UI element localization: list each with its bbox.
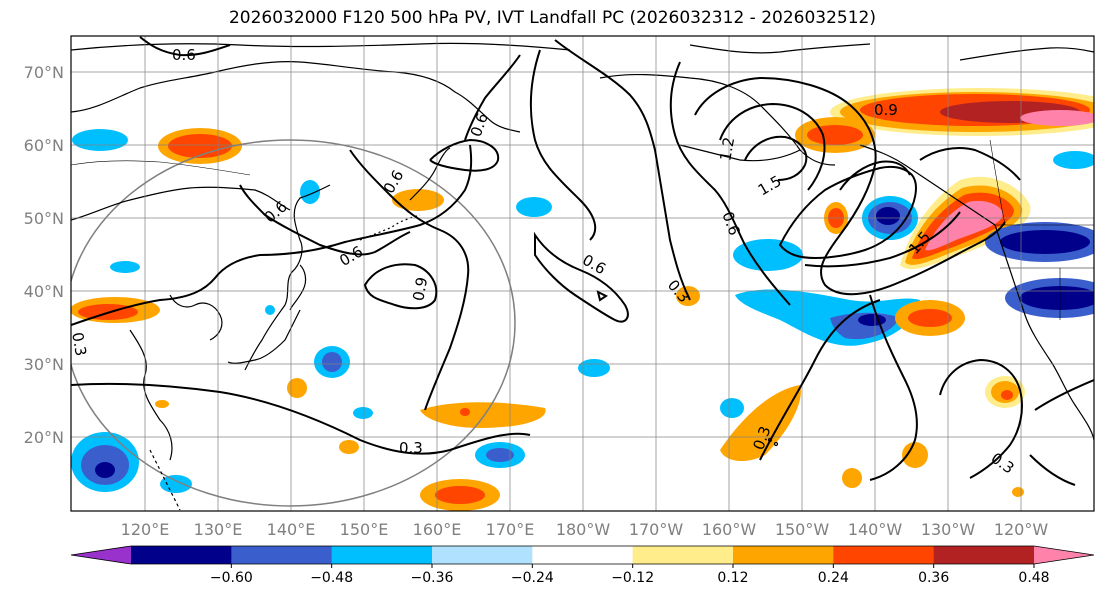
lat-label: 50°N (24, 209, 64, 228)
lon-label: 150°W (775, 520, 830, 539)
lon-label: 140°E (267, 520, 316, 539)
colorbar-tick-label: −0.36 (411, 570, 454, 586)
pv-contours (71, 36, 1094, 486)
lon-label: 160°W (702, 520, 757, 539)
colorbar-tick-label: −0.60 (210, 570, 253, 586)
lon-label: 120°E (121, 520, 170, 539)
lat-label: 40°N (24, 282, 64, 301)
lat-label: 30°N (24, 355, 64, 374)
colorbar-segment (331, 546, 433, 564)
colorbar: −0.60 −0.48 −0.36 −0.24 −0.12 0.12 0.24 0.36 0.4… (70, 545, 1095, 586)
borders (71, 139, 1094, 320)
longitude-labels: 120°E 130°E 140°E 150°E 160°E 170°E 180°… (121, 520, 1049, 539)
lon-label: 130°E (194, 520, 243, 539)
lon-label: 130°W (921, 520, 976, 539)
colorbar-segment (432, 546, 533, 564)
lon-label: 120°W (994, 520, 1049, 539)
colorbar-tick-label: 0.48 (1018, 570, 1049, 586)
lon-label: 170°E (486, 520, 535, 539)
colorbar-segment (833, 546, 935, 564)
contour-label: 0.9 (874, 101, 898, 119)
radius-circle (71, 139, 516, 507)
lon-label: 150°E (340, 520, 389, 539)
colorbar-segment (231, 546, 333, 564)
map-title: 2026032000 F120 500 hPa PV, IVT Landfall… (228, 8, 876, 28)
shading-field (71, 88, 1094, 511)
contour-label: 0.9 (409, 276, 431, 303)
colorbar-tick-label: 0.36 (918, 570, 949, 586)
colorbar-outline (70, 545, 1095, 565)
lon-label: 160°E (413, 520, 462, 539)
colorbar-tick-label: 0.24 (818, 570, 849, 586)
lat-label: 60°N (24, 136, 64, 155)
contour-label: 1.2 (716, 136, 738, 163)
colorbar-tick-label: −0.24 (511, 570, 554, 586)
map-frame (70, 35, 1095, 512)
lat-label: 20°N (24, 428, 64, 447)
colorbar-tick-label: 0.12 (717, 570, 748, 586)
lat-label: 70°N (24, 63, 64, 82)
contour-label: 0.3 (68, 331, 90, 358)
contour-label: 0.3 (399, 439, 423, 457)
colorbar-extend-low (71, 546, 131, 564)
colorbar-segment (632, 546, 734, 564)
colorbar-segment (733, 546, 834, 564)
lon-label: 180°W (556, 520, 611, 539)
latitude-labels: 70°N 60°N 50°N 40°N 30°N 20°N (24, 63, 64, 447)
colorbar-segment (532, 546, 634, 564)
graticule (71, 36, 1094, 511)
colorbar-extend-high (1034, 546, 1094, 564)
contour-label: 0.6 (172, 46, 196, 64)
colorbar-tick-label: −0.48 (310, 570, 353, 586)
colorbar-segment (933, 546, 1035, 564)
colorbar-segment (131, 546, 232, 564)
lon-label: 170°W (629, 520, 684, 539)
colorbar-tick-label: −0.12 (611, 570, 654, 586)
lon-label: 140°W (848, 520, 903, 539)
